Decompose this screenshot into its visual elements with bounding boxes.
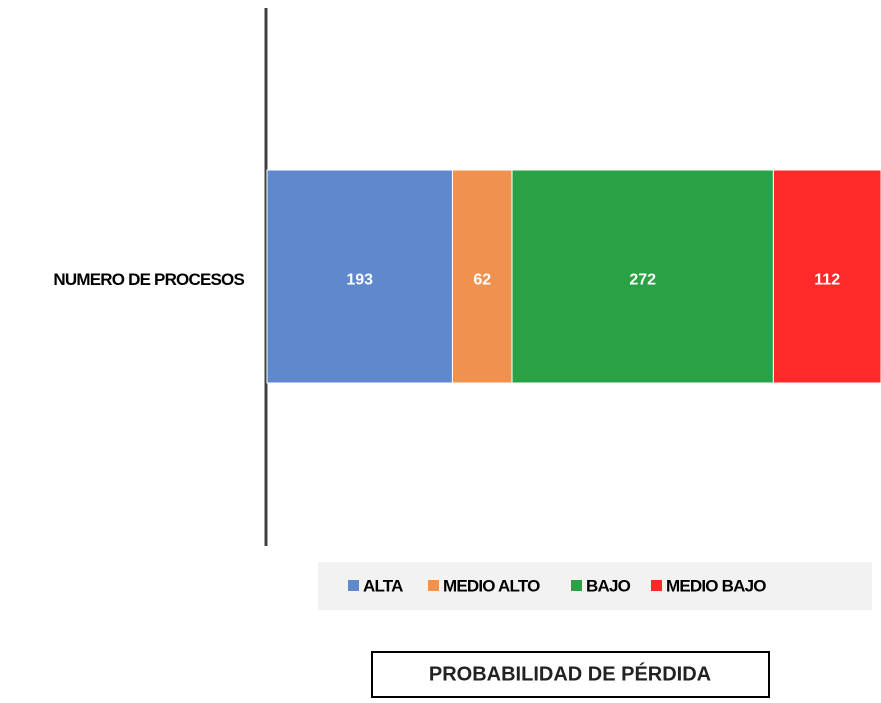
legend-box xyxy=(318,562,872,610)
legend-label: MEDIO ALTO xyxy=(443,576,540,595)
bar-segment xyxy=(511,169,774,384)
legend-swatch xyxy=(651,580,662,591)
legend-swatch xyxy=(571,580,582,591)
title-box xyxy=(371,651,770,698)
data-label: 272 xyxy=(629,272,656,289)
legend-swatch xyxy=(348,580,359,591)
chart-title: PROBABILIDAD DE PÉRDIDA xyxy=(429,662,711,685)
legend-label: BAJO xyxy=(586,576,631,595)
legend-label: MEDIO BAJO xyxy=(666,576,766,595)
legend-label: ALTA xyxy=(363,576,403,595)
bar-segment xyxy=(772,169,881,384)
data-label: 62 xyxy=(473,272,491,289)
y-tick-label: NUMERO DE PROCESOS xyxy=(53,270,244,289)
data-label: 112 xyxy=(814,272,840,289)
legend-swatch xyxy=(428,580,439,591)
bar-segment xyxy=(451,169,513,384)
data-label: 193 xyxy=(346,272,373,289)
bar-segment xyxy=(266,169,453,384)
